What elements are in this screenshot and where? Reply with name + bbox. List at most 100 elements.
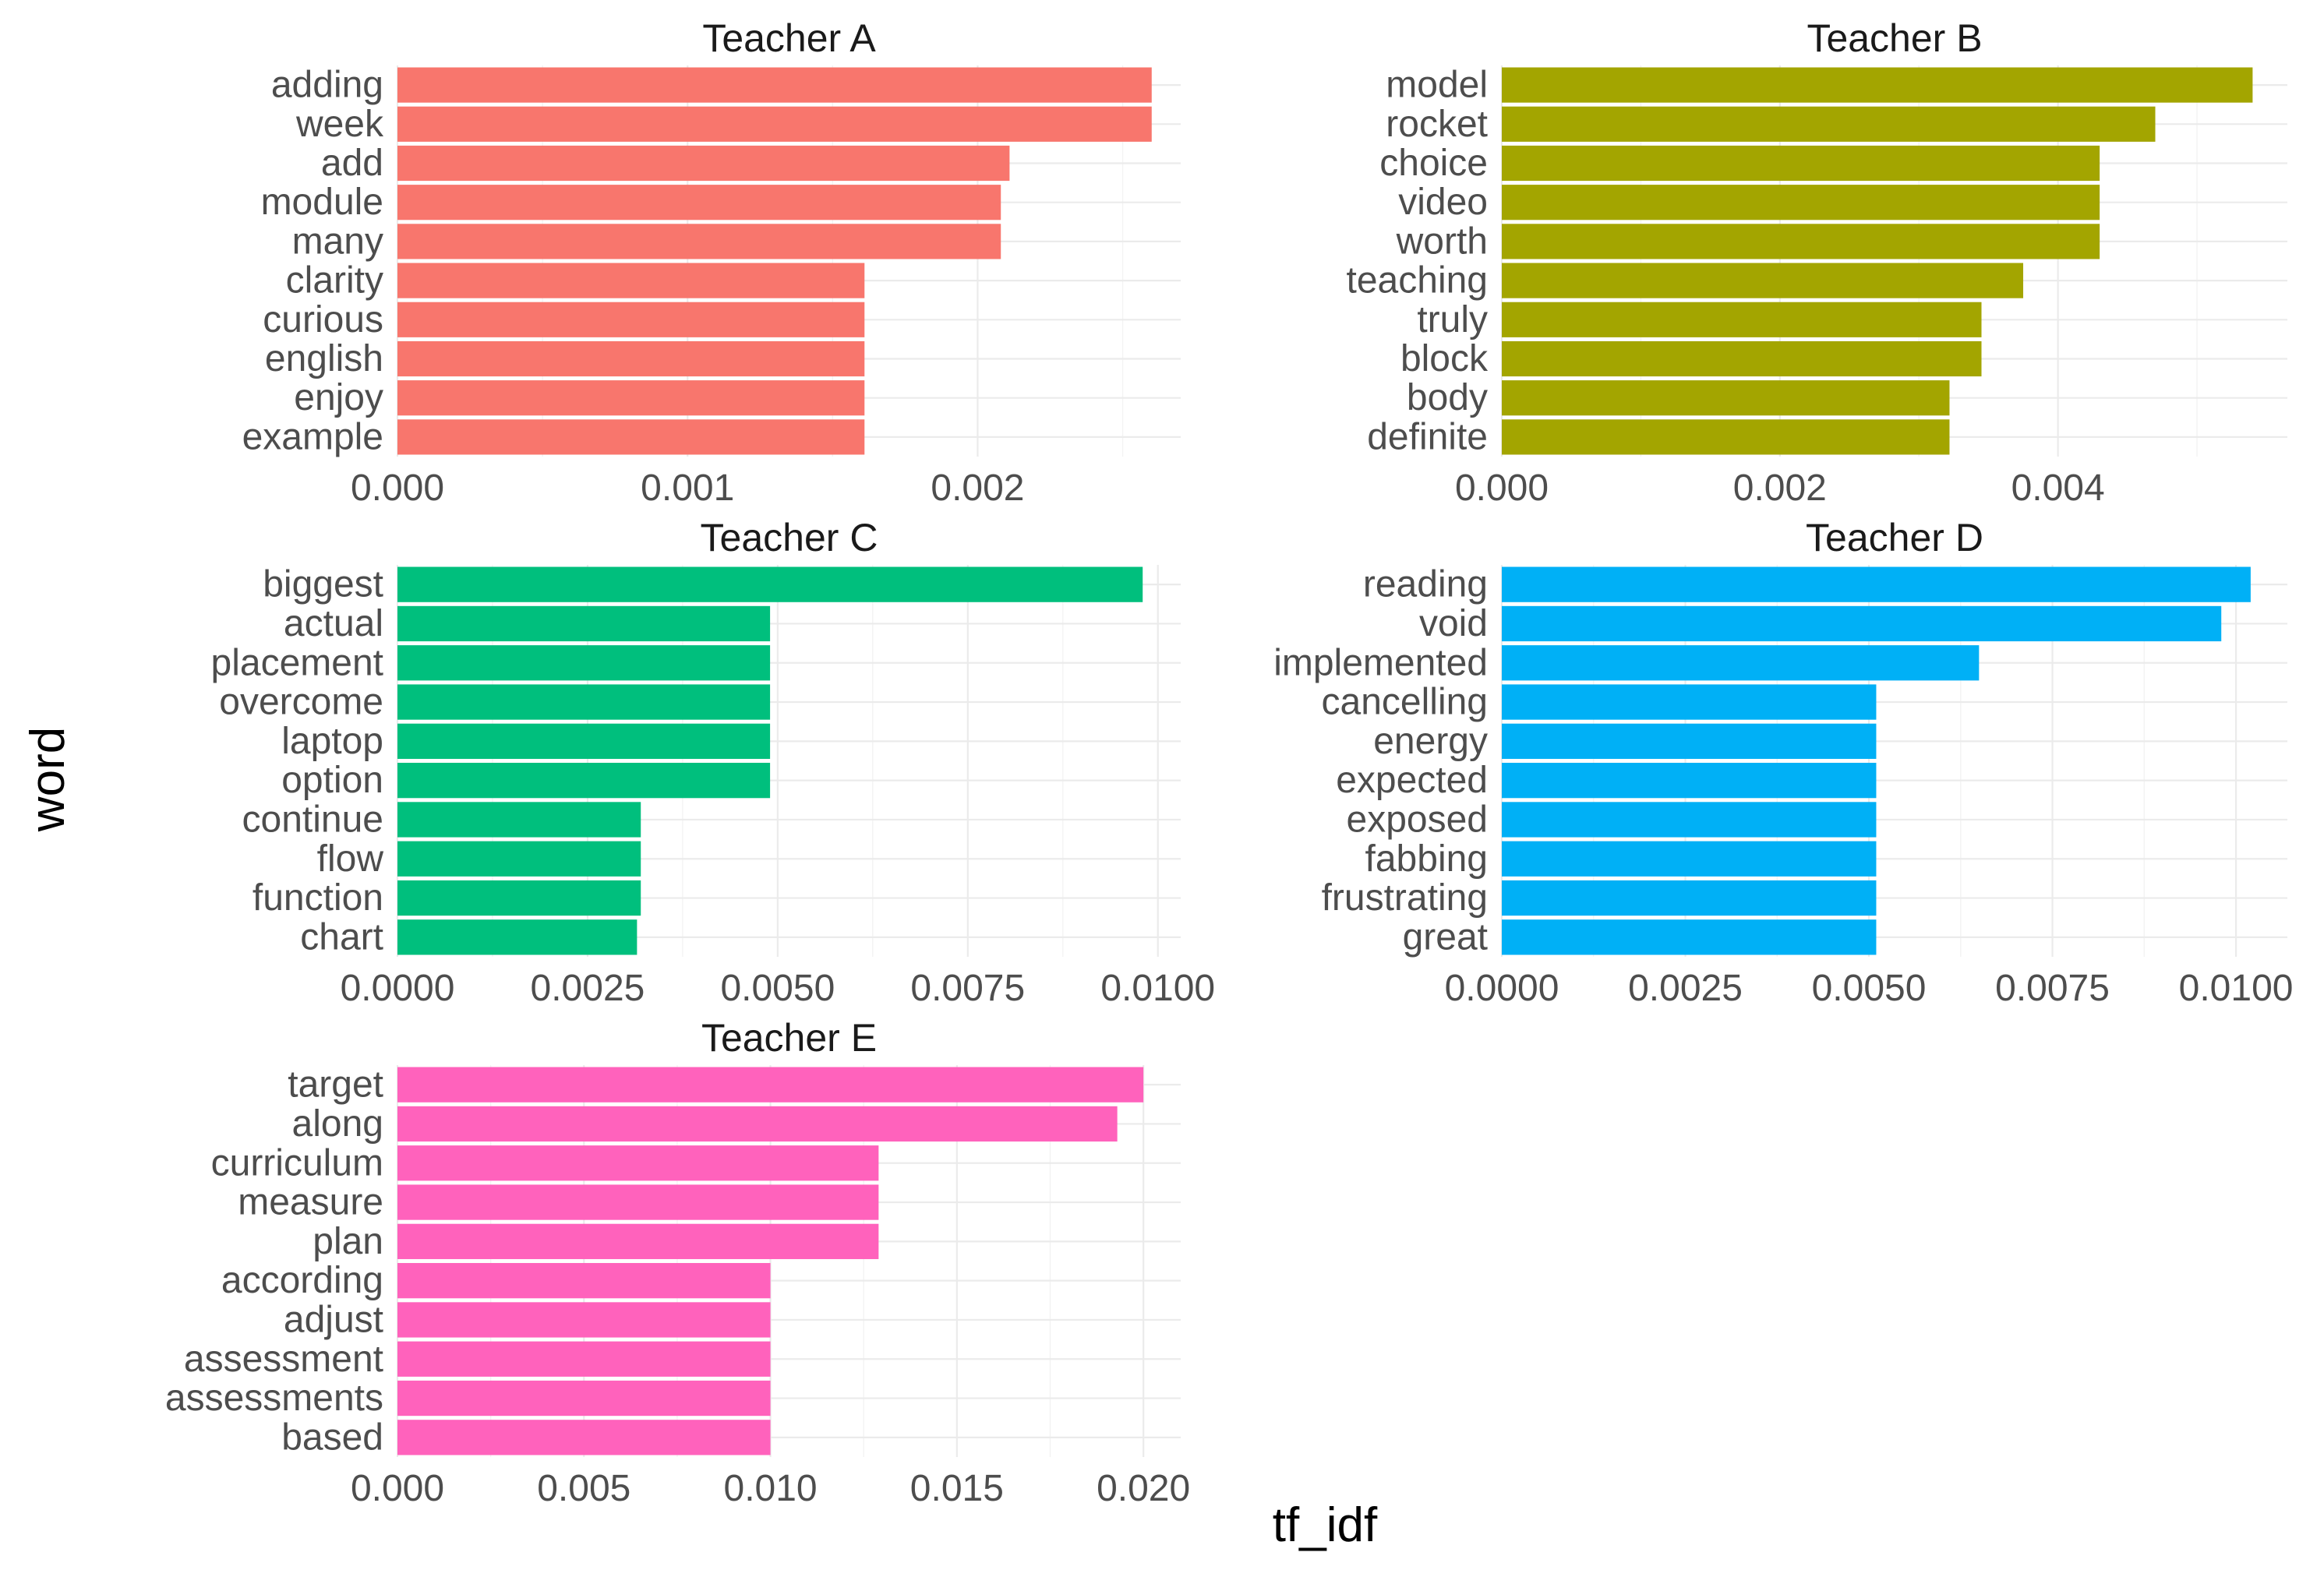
- x-tick-label: 0.000: [351, 1468, 444, 1509]
- bar-flow: [397, 841, 641, 877]
- category-label: actual: [284, 603, 383, 644]
- category-label: clarity: [286, 260, 383, 302]
- category-label: add: [321, 143, 383, 184]
- x-tick-label: 0.0075: [910, 968, 1025, 1009]
- category-label: frustrating: [1322, 877, 1488, 919]
- bar-example: [397, 419, 865, 455]
- bar-definite: [1502, 419, 1950, 455]
- category-label: rocket: [1386, 104, 1488, 145]
- category-label: adding: [271, 65, 383, 106]
- bar-week: [397, 106, 1152, 142]
- bar-measure: [397, 1184, 879, 1220]
- bar-plan: [397, 1223, 879, 1259]
- bar-option: [397, 763, 771, 799]
- facet-panel-teacher-a: addingweekaddmodulemanyclaritycuriouseng…: [242, 16, 1181, 509]
- category-label: example: [242, 416, 383, 457]
- panel-title: Teacher E: [701, 1016, 877, 1060]
- category-label: expected: [1336, 760, 1488, 801]
- x-tick-label: 0.000: [1455, 467, 1549, 509]
- category-label: choice: [1379, 143, 1488, 184]
- x-tick-label: 0.015: [910, 1468, 1004, 1509]
- bar-expected: [1502, 763, 1877, 799]
- bar-adding: [397, 67, 1152, 103]
- bar-choice: [1502, 145, 2100, 182]
- facet-panel-teacher-b: modelrocketchoicevideoworthteachingtruly…: [1347, 16, 2287, 509]
- bar-curriculum: [397, 1145, 879, 1181]
- x-tick-label: 0.001: [641, 467, 734, 509]
- bar-implemented: [1502, 645, 1980, 681]
- category-label: assessment: [184, 1339, 383, 1380]
- category-label: along: [292, 1103, 383, 1145]
- bar-cancelling: [1502, 684, 1877, 720]
- category-label: reading: [1363, 564, 1488, 605]
- category-label: continue: [242, 799, 383, 840]
- bar-according: [397, 1263, 771, 1299]
- bar-body: [1502, 380, 1950, 416]
- category-label: curious: [263, 299, 383, 340]
- bar-worth: [1502, 224, 2100, 259]
- bar-chart: [397, 919, 638, 955]
- bar-great: [1502, 919, 1877, 955]
- bar-exposed: [1502, 802, 1877, 838]
- bar-fabbing: [1502, 841, 1877, 877]
- category-label: measure: [238, 1182, 383, 1223]
- x-tick-label: 0.005: [537, 1468, 630, 1509]
- bar-adjust: [397, 1302, 771, 1338]
- bar-video: [1502, 185, 2100, 221]
- bar-overcome: [397, 684, 771, 720]
- facet-panel-teacher-d: readingvoidimplementedcancellingenergyex…: [1273, 516, 2293, 1009]
- category-label: plan: [313, 1221, 383, 1262]
- bar-enjoy: [397, 380, 865, 416]
- category-label: body: [1407, 377, 1488, 418]
- x-tick-label: 0.0025: [531, 968, 645, 1009]
- x-tick-label: 0.0025: [1628, 968, 1743, 1009]
- category-label: worth: [1396, 221, 1488, 262]
- panel-title: Teacher B: [1807, 16, 1982, 60]
- bar-laptop: [397, 723, 771, 759]
- category-label: implemented: [1273, 642, 1488, 683]
- bar-placement: [397, 645, 771, 681]
- category-label: chart: [300, 916, 383, 958]
- x-tick-label: 0.0050: [720, 968, 835, 1009]
- bar-energy: [1502, 723, 1877, 759]
- x-tick-label: 0.010: [724, 1468, 818, 1509]
- panel-title: Teacher D: [1806, 516, 1983, 559]
- x-tick-label: 0.0100: [2179, 968, 2294, 1009]
- category-label: void: [1419, 603, 1488, 644]
- bar-biggest: [397, 566, 1143, 602]
- category-label: video: [1398, 182, 1488, 223]
- bar-block: [1502, 340, 1982, 377]
- panel-title: Teacher A: [702, 16, 876, 60]
- bar-void: [1502, 605, 2222, 642]
- panel-title: Teacher C: [701, 516, 878, 559]
- bar-many: [397, 224, 1001, 259]
- category-label: function: [253, 877, 383, 919]
- facet-panel-teacher-e: targetalongcurriculummeasureplanaccordin…: [165, 1016, 1190, 1509]
- bar-teaching: [1502, 263, 2024, 298]
- category-label: enjoy: [294, 377, 383, 418]
- category-label: overcome: [219, 682, 383, 723]
- category-label: placement: [211, 642, 383, 683]
- bar-rocket: [1502, 106, 2156, 142]
- category-label: fabbing: [1365, 838, 1488, 880]
- bar-continue: [397, 802, 641, 838]
- bar-assessments: [397, 1380, 771, 1417]
- category-label: laptop: [281, 721, 383, 762]
- bar-add: [397, 145, 1010, 182]
- bar-model: [1502, 67, 2253, 103]
- x-tick-label: 0.0000: [341, 968, 455, 1009]
- category-label: many: [292, 221, 383, 262]
- x-tick-label: 0.020: [1097, 1468, 1190, 1509]
- category-label: great: [1403, 916, 1488, 958]
- category-label: curriculum: [211, 1142, 383, 1184]
- category-label: assessments: [165, 1378, 383, 1419]
- category-label: adjust: [284, 1299, 383, 1340]
- y-axis-title: word: [21, 727, 75, 832]
- bar-reading: [1502, 566, 2251, 602]
- bar-frustrating: [1502, 880, 1877, 916]
- category-label: english: [265, 338, 383, 379]
- x-tick-label: 0.0050: [1812, 968, 1927, 1009]
- category-label: target: [288, 1064, 383, 1106]
- bar-curious: [397, 302, 865, 337]
